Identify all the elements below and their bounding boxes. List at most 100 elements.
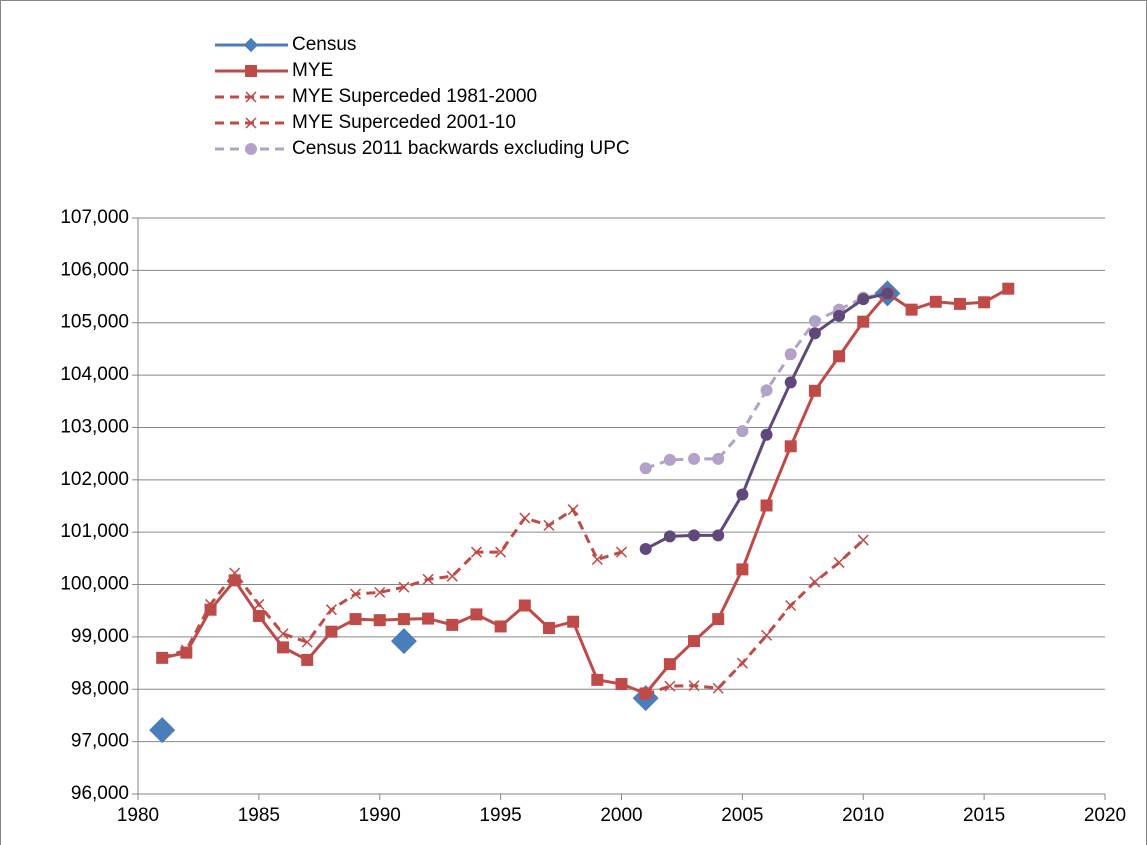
marker [446, 618, 459, 631]
marker [736, 657, 748, 669]
marker [833, 309, 846, 322]
marker [833, 557, 845, 569]
marker [374, 586, 386, 598]
marker [615, 678, 628, 691]
marker [857, 315, 870, 328]
marker [325, 625, 338, 638]
x-tick-label: 2000 [600, 805, 642, 826]
marker [301, 636, 313, 648]
marker [760, 428, 773, 441]
marker [857, 534, 869, 546]
y-tick-label: 101,000 [60, 521, 129, 542]
marker [615, 546, 628, 558]
y-tick-label: 97,000 [71, 731, 129, 752]
y-tick-label: 99,000 [71, 626, 129, 647]
y-tick-label: 98,000 [71, 678, 129, 699]
legend-label: MYE [292, 60, 333, 81]
marker [542, 622, 555, 635]
marker [785, 599, 797, 612]
marker [470, 546, 482, 558]
marker [639, 462, 652, 475]
legend-label: Census [292, 34, 356, 55]
marker [663, 453, 676, 466]
y-tick-label: 102,000 [60, 469, 129, 490]
marker [446, 570, 458, 582]
y-tick-label: 104,000 [60, 364, 129, 385]
marker [277, 641, 290, 654]
marker [736, 563, 749, 576]
marker [688, 529, 701, 542]
x-tick-label: 1995 [479, 805, 521, 826]
marker [663, 530, 676, 543]
marker [349, 613, 362, 626]
legend-marker [245, 91, 257, 103]
legend-label: MYE Superceded 2001-10 [292, 112, 516, 133]
marker [736, 425, 749, 438]
x-tick-label: 1980 [117, 805, 159, 826]
marker [808, 384, 821, 397]
marker [929, 295, 942, 308]
marker [204, 598, 217, 610]
marker [253, 598, 265, 610]
marker [808, 315, 821, 328]
x-tick-label: 1985 [238, 805, 280, 826]
marker [760, 384, 773, 397]
marker [180, 644, 192, 656]
marker [229, 567, 241, 579]
marker [519, 512, 531, 524]
marker [663, 658, 676, 671]
marker [422, 612, 435, 625]
marker [1002, 282, 1015, 295]
marker [761, 629, 773, 641]
x-tick-label: 1990 [359, 805, 401, 826]
marker [277, 628, 289, 640]
series-line [645, 538, 865, 696]
marker [470, 608, 483, 621]
marker [156, 652, 168, 664]
legend-marker [245, 143, 257, 155]
marker [543, 519, 555, 531]
marker [639, 542, 652, 555]
marker [712, 529, 725, 542]
marker [325, 604, 337, 616]
y-tick-label: 100,000 [60, 574, 129, 595]
y-tick-label: 103,000 [60, 416, 129, 437]
x-tick-label: 2010 [842, 805, 884, 826]
marker [591, 553, 603, 565]
x-tick-label: 2020 [1084, 805, 1126, 826]
y-tick-label: 106,000 [60, 259, 129, 280]
legend-marker [243, 37, 259, 53]
marker [567, 504, 579, 516]
marker [397, 613, 410, 626]
legend-label: MYE Superceded 1981-2000 [292, 86, 537, 107]
marker [784, 348, 797, 361]
y-tick-label: 105,000 [60, 312, 129, 333]
legend-label: Census 2011 backwards excluding UPC [292, 138, 630, 159]
marker [640, 688, 652, 701]
y-tick-label: 107,000 [60, 207, 129, 228]
marker [808, 327, 821, 340]
marker [688, 680, 700, 692]
series-line [161, 507, 622, 660]
x-tick-label: 2005 [721, 805, 763, 826]
marker [252, 609, 265, 622]
marker [591, 673, 604, 686]
marker [422, 573, 434, 585]
marker [712, 452, 725, 465]
marker [373, 614, 386, 627]
marker [784, 376, 797, 389]
legend-marker [245, 117, 257, 129]
marker [688, 452, 701, 465]
marker [712, 682, 724, 694]
marker [784, 440, 797, 453]
marker [495, 546, 507, 558]
marker [518, 599, 531, 612]
marker [567, 615, 580, 628]
marker [978, 296, 991, 309]
marker [881, 287, 894, 300]
marker [350, 588, 362, 600]
y-tick-label: 96,000 [71, 783, 129, 804]
marker [301, 653, 314, 666]
